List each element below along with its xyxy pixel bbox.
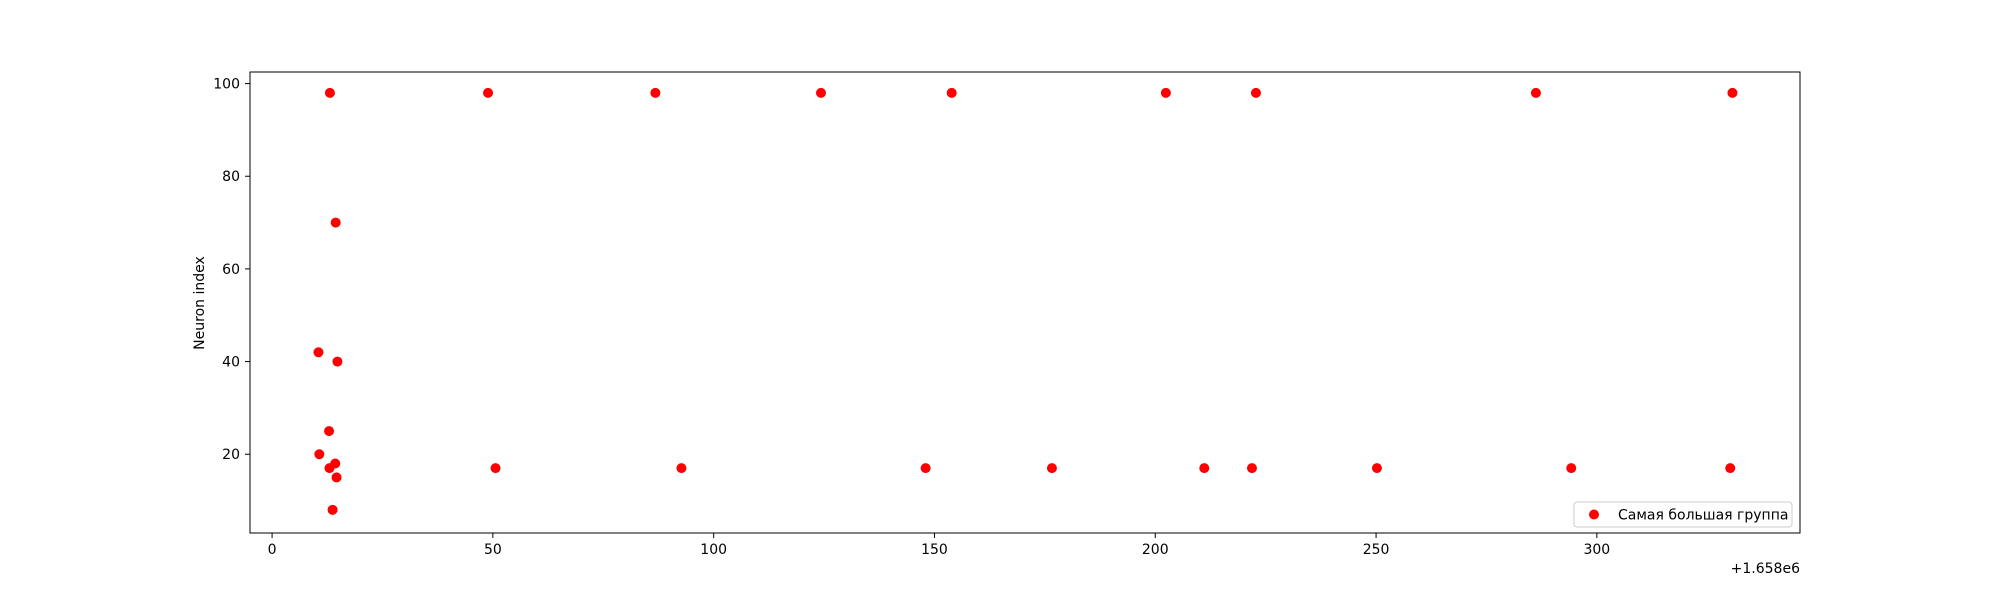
data-point [331, 472, 342, 483]
legend-box [1573, 501, 1793, 528]
data-point [324, 87, 335, 98]
y-axis-ticks: 20 40 60 80 100 [213, 77, 250, 463]
y-tick-label: 40 [222, 355, 240, 371]
x-tick-label: 100 [700, 542, 727, 558]
legend-label: Самая большая группа [1618, 508, 1788, 524]
x-tick-label: 250 [1363, 542, 1390, 558]
plot-frame [249, 71, 1801, 534]
legend: Самая большая группа [1573, 501, 1793, 528]
data-point [1725, 463, 1736, 474]
data-point [1246, 463, 1257, 474]
data-point [1530, 87, 1541, 98]
data-point [1250, 87, 1261, 98]
x-tick-label: 300 [1583, 542, 1610, 558]
data-point [650, 87, 661, 98]
x-offset-label: +1.658e6 [1731, 561, 1800, 577]
x-tick-label: 150 [921, 542, 948, 558]
legend-marker [1589, 509, 1599, 520]
data-point [815, 87, 826, 98]
data-point [920, 463, 931, 474]
data-point [1566, 463, 1577, 474]
points-layer [313, 87, 1738, 515]
data-point [1199, 463, 1210, 474]
x-axis-ticks: 0 50 100 150 200 250 300 [268, 533, 1610, 558]
y-tick-label: 60 [222, 262, 240, 278]
data-point [330, 217, 341, 228]
y-tick-label: 80 [222, 169, 240, 185]
x-tick-label: 50 [484, 542, 502, 558]
data-point [676, 463, 687, 474]
data-point [332, 356, 343, 367]
data-point [313, 347, 324, 358]
data-point [1160, 87, 1171, 98]
data-point [1371, 463, 1382, 474]
data-point [490, 463, 501, 474]
data-point [324, 463, 335, 474]
x-tick-label: 0 [268, 542, 277, 558]
data-point [314, 449, 325, 460]
data-point [1046, 463, 1057, 474]
y-tick-label: 100 [213, 77, 240, 93]
data-point [324, 426, 335, 437]
data-point [483, 87, 494, 98]
y-axis-label: Neuron index [192, 256, 208, 350]
data-point [327, 504, 338, 515]
data-point [1727, 87, 1738, 98]
plot-area [250, 72, 1800, 533]
y-tick-label: 20 [222, 447, 240, 463]
data-point [946, 87, 957, 98]
x-tick-label: 200 [1142, 542, 1169, 558]
